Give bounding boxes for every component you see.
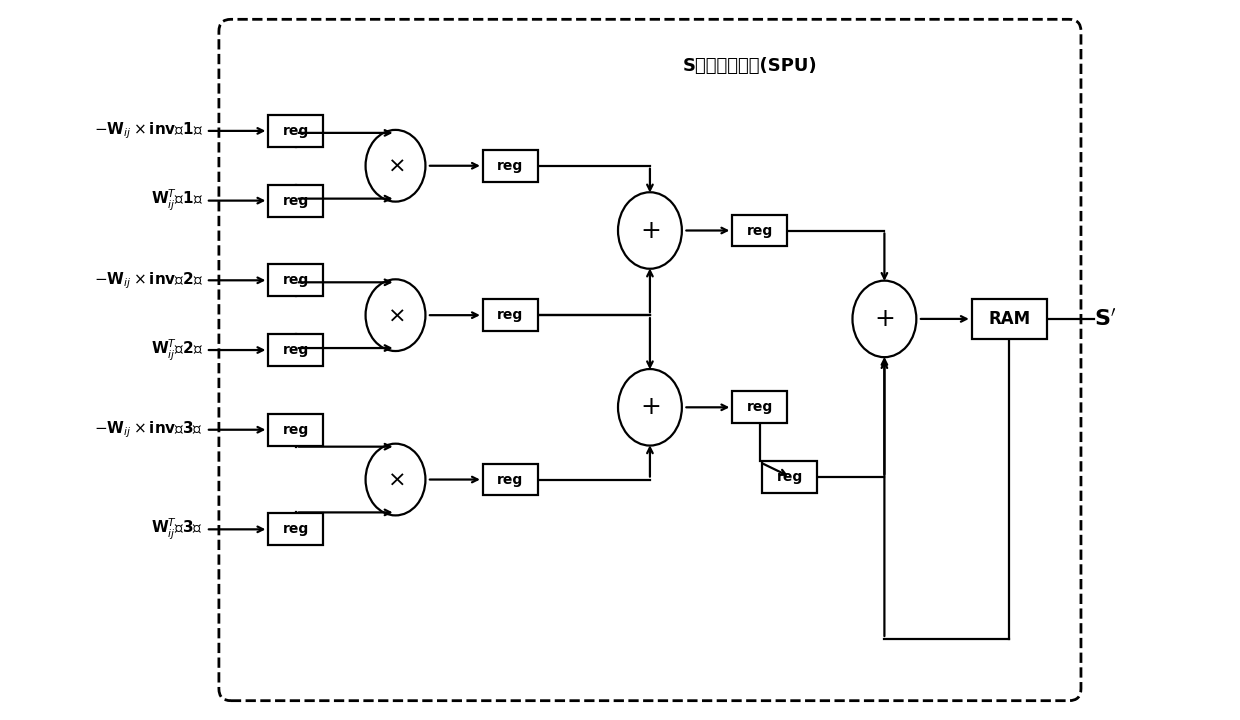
Text: reg: reg [283, 423, 309, 437]
Text: $\times$: $\times$ [387, 305, 404, 325]
Text: reg: reg [497, 308, 523, 322]
Bar [268, 115, 324, 147]
Text: $+$: $+$ [640, 395, 660, 419]
Ellipse shape [366, 130, 425, 202]
Bar [972, 299, 1047, 339]
Text: $+$: $+$ [874, 307, 894, 331]
Bar [482, 300, 538, 331]
Bar [482, 150, 538, 181]
Text: $-\mathbf{W}_{ij}\times\mathbf{inv}$第1列: $-\mathbf{W}_{ij}\times\mathbf{inv}$第1列 [94, 120, 203, 141]
Text: reg: reg [497, 158, 523, 173]
Bar [268, 184, 324, 217]
Text: $-\mathbf{W}_{ij}\times\mathbf{inv}$第2列: $-\mathbf{W}_{ij}\times\mathbf{inv}$第2列 [94, 270, 203, 291]
Text: reg: reg [283, 522, 309, 536]
Text: reg: reg [776, 470, 802, 484]
Text: $+$: $+$ [640, 218, 660, 243]
Ellipse shape [366, 444, 425, 516]
Text: $\times$: $\times$ [387, 469, 404, 490]
Ellipse shape [618, 369, 682, 446]
Text: $\mathbf{W}_{ij}^T$第3行: $\mathbf{W}_{ij}^T$第3行 [151, 517, 203, 542]
Text: $-\mathbf{W}_{ij}\times\mathbf{inv}$第3列: $-\mathbf{W}_{ij}\times\mathbf{inv}$第3列 [94, 420, 203, 440]
Bar [733, 392, 787, 423]
Bar [733, 215, 787, 246]
Text: reg: reg [283, 194, 309, 207]
Ellipse shape [852, 281, 916, 357]
Text: reg: reg [746, 400, 773, 414]
Bar [268, 414, 324, 446]
Bar [268, 264, 324, 296]
Bar [268, 334, 324, 366]
Text: S矩阵处理单元(SPU): S矩阵处理单元(SPU) [682, 57, 817, 75]
FancyBboxPatch shape [219, 19, 1081, 701]
Ellipse shape [366, 279, 425, 351]
Text: $\mathbf{S'}$: $\mathbf{S'}$ [1094, 308, 1116, 330]
Text: reg: reg [497, 472, 523, 487]
Text: $\mathbf{W}_{ij}^T$第1行: $\mathbf{W}_{ij}^T$第1行 [151, 188, 203, 213]
Bar [482, 464, 538, 495]
Ellipse shape [618, 192, 682, 269]
Text: reg: reg [283, 124, 309, 138]
Bar [268, 513, 324, 545]
Text: reg: reg [746, 223, 773, 238]
Text: RAM: RAM [988, 310, 1030, 328]
Text: reg: reg [283, 274, 309, 287]
Text: $\mathbf{W}_{ij}^T$第2行: $\mathbf{W}_{ij}^T$第2行 [151, 338, 203, 363]
Bar [763, 461, 817, 493]
Text: $\times$: $\times$ [387, 156, 404, 176]
Text: reg: reg [283, 343, 309, 357]
